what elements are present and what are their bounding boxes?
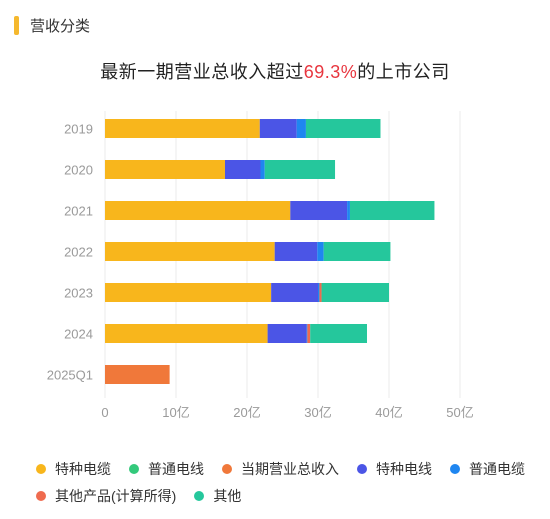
legend-label: 特种电线 xyxy=(376,460,432,477)
section-header: 营收分类 xyxy=(14,14,90,36)
bar-segment xyxy=(305,119,381,138)
legend-item[interactable]: 当期营业总收入 xyxy=(222,455,339,482)
chart-title-highlight: 69.3% xyxy=(303,62,358,82)
bar-segment xyxy=(105,283,272,302)
bar-segment xyxy=(290,201,348,220)
x-tick-label: 0 xyxy=(101,405,108,420)
bar-segment xyxy=(105,160,225,179)
bar-segment xyxy=(319,283,322,302)
bar-segment xyxy=(347,201,350,220)
y-tick-label: 2019 xyxy=(64,122,93,137)
bar-segment xyxy=(349,201,435,220)
legend-dot-icon xyxy=(222,463,232,474)
bar-segment xyxy=(224,160,261,179)
chart-legend: 特种电缆 普通电线 当期营业总收入 特种电线 普通电缆其他产品(计算所得) 其他 xyxy=(36,455,546,509)
bar-segment xyxy=(105,119,260,138)
bar-segment xyxy=(105,201,291,220)
legend-label: 当期营业总收入 xyxy=(241,460,339,477)
y-tick-label: 2020 xyxy=(64,163,93,178)
bar-segment xyxy=(310,324,367,343)
bar-segment xyxy=(307,324,311,343)
legend-item[interactable]: 其他 xyxy=(194,482,241,509)
bar-segment xyxy=(267,324,307,343)
bar-segment xyxy=(317,242,324,261)
x-tick-label: 50亿 xyxy=(446,405,473,420)
legend-dot-icon xyxy=(129,463,139,474)
legend-label: 普通电线 xyxy=(148,460,204,477)
bar-segment xyxy=(271,283,318,302)
bar-segment xyxy=(105,324,268,343)
accent-bar xyxy=(14,15,19,35)
y-tick-label: 2025Q1 xyxy=(47,368,93,383)
legend-item[interactable]: 普通电线 xyxy=(129,455,204,482)
legend-label: 其他 xyxy=(213,487,242,504)
legend-dot-icon xyxy=(36,463,46,474)
chart-title: 最新一期营业总收入超过69.3%的上市公司 xyxy=(0,58,550,84)
chart-title-suffix: 的上市公司 xyxy=(357,62,450,82)
bar-segment xyxy=(318,283,320,302)
y-tick-label: 2021 xyxy=(64,204,93,219)
y-tick-label: 2022 xyxy=(64,245,93,260)
x-tick-label: 30亿 xyxy=(304,405,331,420)
legend-dot-icon xyxy=(194,490,205,501)
bar-segment xyxy=(274,242,318,261)
legend-item[interactable]: 其他产品(计算所得) xyxy=(36,482,176,509)
legend-item[interactable]: 特种电线 xyxy=(357,455,432,482)
legend-label: 特种电缆 xyxy=(55,460,111,477)
x-tick-label: 40亿 xyxy=(375,405,402,420)
legend-label: 其他产品(计算所得) xyxy=(55,487,177,504)
bar-segment xyxy=(323,242,391,261)
y-tick-label: 2024 xyxy=(64,327,93,342)
y-tick-label: 2023 xyxy=(64,286,93,301)
section-title: 营收分类 xyxy=(30,17,91,35)
bar-segment xyxy=(264,160,336,179)
bar-segment xyxy=(321,283,389,302)
bar-segment xyxy=(260,160,265,179)
bar-segment xyxy=(306,324,308,343)
bar-segment xyxy=(259,119,297,138)
legend-label: 普通电缆 xyxy=(469,460,525,477)
x-tick-label: 10亿 xyxy=(162,405,189,420)
legend-item[interactable]: 特种电缆 xyxy=(36,455,111,482)
x-tick-label: 20亿 xyxy=(233,405,260,420)
chart-title-prefix: 最新一期营业总收入超过 xyxy=(100,62,304,82)
bar-segment xyxy=(296,119,306,138)
legend-dot-icon xyxy=(450,463,460,474)
legend-item[interactable]: 普通电缆 xyxy=(450,455,525,482)
legend-dot-icon xyxy=(36,490,46,501)
bar-segment xyxy=(105,365,170,384)
legend-dot-icon xyxy=(357,463,367,474)
bar-segment xyxy=(105,242,275,261)
bar-chart: 0 10亿 20亿 30亿 40亿 50亿 2019 2020 2021 2022 2023 2024… xyxy=(47,111,474,420)
